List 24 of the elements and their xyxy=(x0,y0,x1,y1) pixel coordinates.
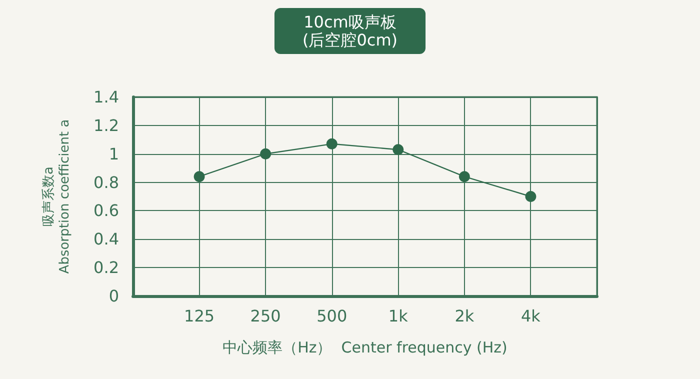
point xyxy=(525,191,536,202)
x-tick-label: 1k xyxy=(388,306,409,326)
point xyxy=(392,144,404,156)
y-tick-label: 0.2 xyxy=(94,258,119,278)
point xyxy=(260,148,272,160)
x-tick-label: 4k xyxy=(520,306,542,326)
x-tick-label: 125 xyxy=(184,306,215,326)
x-tick-label: 250 xyxy=(250,306,281,326)
y-tick-label: 0.4 xyxy=(94,230,119,249)
x-tick-label: 500 xyxy=(316,306,348,326)
point xyxy=(194,171,205,182)
chart-subtitle: (后空腔0cm) xyxy=(302,30,398,50)
point xyxy=(458,171,470,182)
y-tick-label: 0 xyxy=(108,286,119,306)
y-tick-label: 0.8 xyxy=(94,172,119,192)
x-axis-title: 中心频率（Hz） Center frequency (Hz) xyxy=(222,338,508,356)
y-tick-label: 1.2 xyxy=(94,116,119,135)
y-axis-title: 吸声系数a Absorption coefficient a xyxy=(42,119,72,274)
x-tick-label: 2k xyxy=(454,306,475,326)
y-tick-label: 1.4 xyxy=(94,88,119,106)
y-tick-label: 0.6 xyxy=(94,201,119,220)
y-tick-label: 1 xyxy=(108,144,119,164)
chart-title: 10cm吸声板 xyxy=(304,12,396,32)
point xyxy=(326,138,338,150)
